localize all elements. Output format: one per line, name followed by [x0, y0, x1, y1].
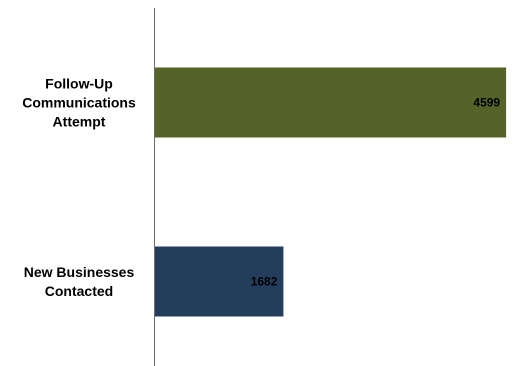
- data-label-0: 4599: [473, 96, 500, 110]
- data-labels-group: 4599 1682: [251, 96, 501, 289]
- data-label-1: 1682: [251, 275, 278, 289]
- category-label-line: Follow-Up: [45, 76, 113, 92]
- category-label-line: New Businesses: [24, 264, 135, 280]
- bar-0: [155, 67, 507, 138]
- category-label-line: Attempt: [53, 114, 106, 130]
- category-label-line: Contacted: [45, 283, 113, 299]
- category-label-0: Follow-Up Communications Attempt: [22, 76, 136, 130]
- category-label-line: Communications: [22, 95, 136, 111]
- category-label-1: New Businesses Contacted: [24, 264, 135, 299]
- bar-1: [155, 246, 284, 317]
- category-labels-group: Follow-Up Communications Attempt New Busine…: [22, 76, 136, 300]
- bars-group: [155, 67, 507, 317]
